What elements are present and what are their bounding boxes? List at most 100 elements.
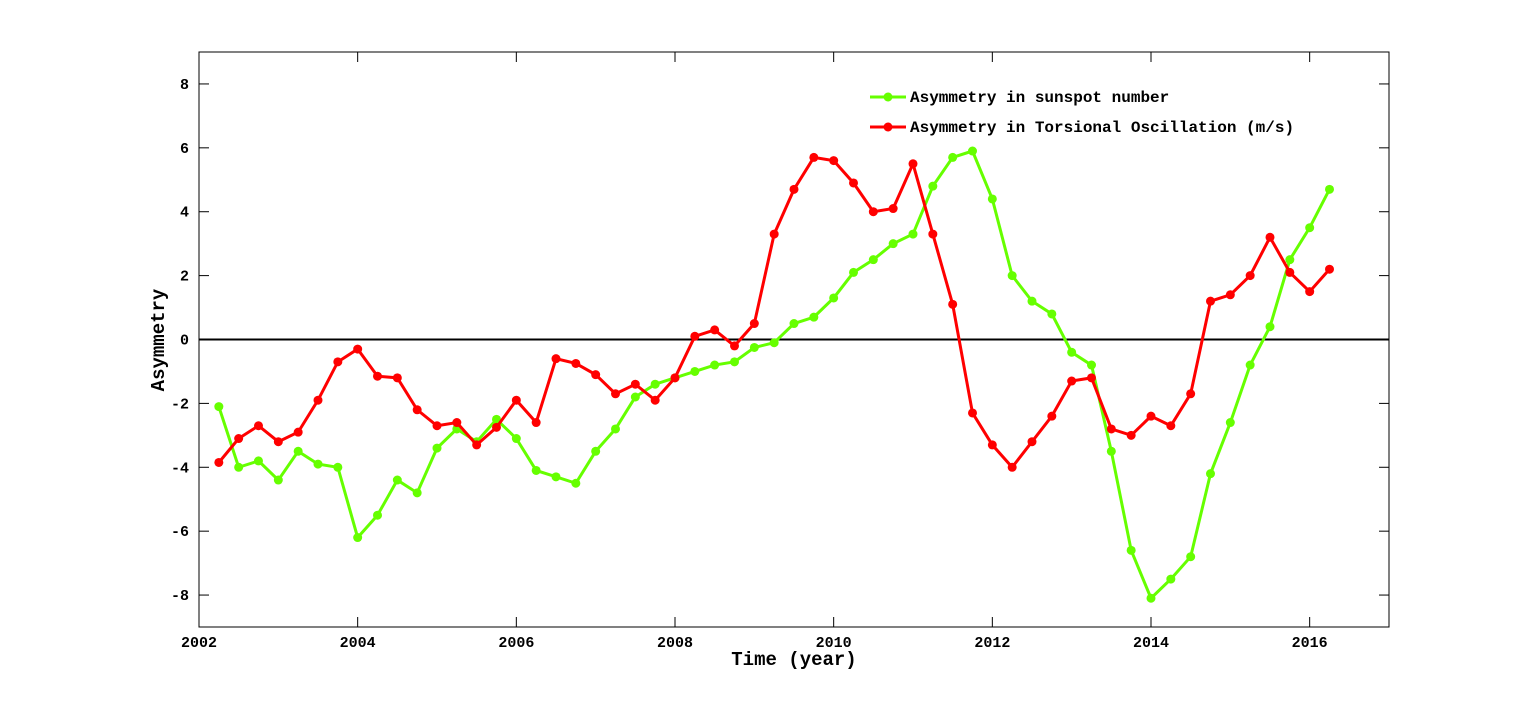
data-point	[1285, 267, 1295, 277]
data-point	[1067, 376, 1077, 386]
data-point	[432, 421, 442, 431]
x-tick-label: 2012	[974, 635, 1010, 652]
data-point	[571, 358, 581, 368]
data-point	[650, 379, 660, 389]
x-tick-label: 2014	[1133, 635, 1169, 652]
data-point	[1265, 322, 1275, 332]
x-tick-label: 2016	[1292, 635, 1328, 652]
data-point	[1186, 552, 1196, 562]
data-point	[1305, 287, 1315, 297]
data-point	[888, 239, 898, 249]
data-point	[749, 342, 759, 352]
data-point	[829, 156, 839, 166]
data-point	[908, 159, 918, 169]
data-point	[809, 152, 819, 162]
data-point	[1047, 411, 1057, 421]
data-point	[690, 366, 700, 376]
data-point	[1007, 462, 1017, 472]
legend-label: Asymmetry in Torsional Oscillation (m/s)	[910, 119, 1294, 137]
x-tick-label: 2010	[816, 635, 852, 652]
data-point	[511, 395, 521, 405]
data-point	[611, 424, 620, 434]
data-point	[333, 357, 343, 367]
data-point	[1106, 446, 1116, 456]
data-point	[313, 459, 323, 469]
data-point	[1265, 232, 1275, 242]
data-point	[888, 204, 898, 214]
data-point	[1087, 373, 1096, 383]
data-point	[690, 331, 700, 341]
data-point	[630, 379, 640, 389]
x-tick-label: 2002	[181, 635, 217, 652]
data-point	[591, 370, 601, 380]
y-tick-label: -6	[171, 524, 189, 541]
data-point	[1087, 360, 1096, 370]
data-point	[472, 440, 482, 450]
data-point	[1166, 574, 1176, 584]
y-tick-label: 0	[180, 333, 189, 350]
data-point	[1106, 424, 1116, 434]
data-point	[1285, 255, 1295, 265]
data-point	[293, 427, 303, 437]
data-point	[1225, 290, 1235, 300]
data-point	[551, 472, 561, 482]
data-point	[1325, 184, 1334, 194]
data-point	[1027, 296, 1037, 306]
data-point	[412, 488, 422, 498]
data-point	[531, 418, 541, 428]
data-point	[571, 478, 581, 488]
data-point	[333, 462, 343, 472]
data-point	[254, 456, 263, 466]
data-point	[373, 510, 382, 520]
data-point	[789, 319, 799, 329]
data-point	[313, 395, 323, 405]
data-point	[1126, 545, 1136, 555]
y-tick-label: 8	[180, 77, 189, 94]
data-point	[373, 371, 382, 381]
x-tick-label: 2008	[657, 635, 693, 652]
data-point	[1206, 469, 1215, 479]
y-tick-label: 2	[180, 269, 189, 286]
data-point	[1206, 296, 1215, 306]
y-tick-label: -2	[171, 396, 189, 413]
x-tick-label: 2004	[340, 635, 376, 652]
data-point	[1305, 223, 1315, 233]
data-point	[511, 434, 521, 444]
data-point	[948, 152, 958, 162]
data-point	[710, 360, 720, 370]
data-point	[611, 389, 620, 399]
data-point	[630, 392, 640, 402]
data-point	[492, 414, 501, 424]
data-point	[987, 194, 997, 204]
data-point	[710, 325, 720, 335]
y-tick-label: -8	[171, 588, 189, 605]
data-point	[1146, 411, 1156, 421]
data-point	[789, 184, 799, 194]
data-point	[273, 475, 283, 485]
data-point	[928, 229, 938, 239]
data-point	[987, 440, 997, 450]
y-tick-label: 4	[180, 205, 189, 222]
data-point	[650, 395, 660, 405]
data-point	[412, 405, 422, 415]
data-point	[392, 475, 402, 485]
data-point	[849, 178, 858, 188]
data-point	[531, 465, 541, 475]
data-point	[551, 354, 561, 364]
data-point	[948, 299, 958, 309]
data-point	[928, 181, 938, 191]
data-point	[293, 446, 303, 456]
legend-marker	[883, 92, 893, 102]
data-point	[670, 373, 680, 383]
x-axis-label: Time (year)	[731, 649, 856, 671]
data-point	[809, 312, 819, 322]
y-tick-label: 6	[180, 141, 189, 158]
series	[214, 152, 1334, 472]
data-point	[868, 207, 878, 217]
data-point	[1047, 309, 1057, 319]
data-point	[829, 293, 839, 303]
data-point	[1225, 418, 1235, 428]
data-point	[1067, 347, 1077, 357]
data-point	[968, 408, 977, 418]
